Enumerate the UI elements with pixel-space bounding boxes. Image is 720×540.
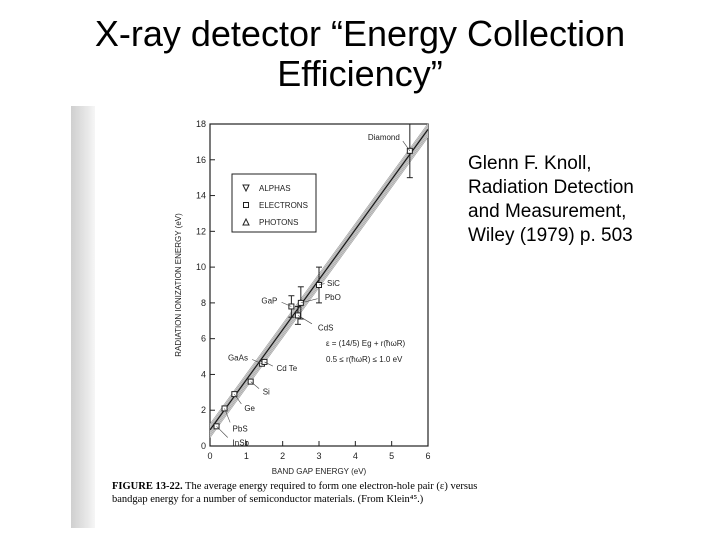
citation-line-1: Glenn F. Knoll, [468, 153, 592, 174]
citation: Glenn F. Knoll, Radiation Detection and … [468, 152, 708, 248]
point-label: Ge [244, 404, 255, 413]
figure-caption: FIGURE 13-22. The average energy require… [112, 480, 507, 506]
legend-marker-triangle-down [242, 184, 250, 193]
point-leader [281, 301, 292, 307]
citation-line-2: Radiation Detection [468, 177, 634, 198]
point-label: InSb [233, 438, 250, 447]
legend-marker-square [243, 202, 249, 208]
equation-line-2: 0.5 ≤ r(ħωR) ≤ 1.0 eV [326, 355, 403, 364]
point-label: Cd Te [277, 364, 298, 373]
y-axis-label: RADIATION IONIZATION ENERGY (eV) [174, 213, 183, 357]
point-label: Diamond [368, 133, 400, 142]
scan-shadow-edge [71, 106, 95, 528]
point-label: PbS [233, 424, 248, 433]
legend-label: ELECTRONS [259, 201, 308, 210]
y-tick-label: 18 [196, 119, 206, 129]
point-label: SiC [327, 279, 340, 288]
point-label: GaP [261, 296, 277, 305]
y-tick-label: 12 [196, 226, 206, 236]
x-tick-label: 4 [353, 451, 358, 461]
slide-title: X-ray detector “Energy Collection Effici… [0, 14, 720, 94]
figure-caption-text: The average energy required to form one … [112, 481, 478, 505]
point-leader [234, 393, 242, 405]
x-tick-label: 5 [389, 451, 394, 461]
y-tick-label: 4 [201, 369, 206, 379]
point-leader [402, 140, 411, 152]
legend-marker-triangle-up [242, 217, 250, 226]
x-tick-label: 3 [316, 451, 321, 461]
point-leader [216, 426, 228, 438]
y-tick-label: 2 [201, 405, 206, 415]
y-tick-label: 0 [201, 441, 206, 451]
y-tick-label: 14 [196, 191, 206, 201]
x-tick-label: 0 [207, 451, 212, 461]
point-leader [318, 283, 325, 286]
x-tick-label: 1 [244, 451, 249, 461]
slide-title-line-2: Efficiency” [277, 53, 443, 94]
point-leader [250, 381, 260, 389]
point-leader [224, 408, 231, 423]
figure-label: FIGURE 13-22. [112, 481, 183, 492]
y-tick-label: 10 [196, 262, 206, 272]
x-tick-label: 6 [425, 451, 430, 461]
point-label: Si [263, 388, 270, 397]
citation-line-3: and Measurement, [468, 201, 627, 222]
point-leader [252, 359, 263, 364]
equation-line-1: ε = (14/5) Eg + r(ħωR) [326, 339, 406, 348]
citation-line-4: Wiley (1979) p. 503 [468, 225, 633, 246]
x-tick-label: 2 [280, 451, 285, 461]
legend-label: PHOTONS [259, 218, 298, 227]
point-label: CdS [318, 323, 334, 332]
y-tick-label: 16 [196, 155, 206, 165]
y-tick-label: 6 [201, 334, 206, 344]
point-label: GaAs [228, 354, 248, 363]
slide-title-line-1: X-ray detector “Energy Collection [94, 13, 626, 54]
y-tick-label: 8 [201, 298, 206, 308]
x-axis-label: BAND GAP ENERGY (eV) [272, 467, 367, 476]
point-leader [297, 315, 313, 325]
point-leader [264, 361, 274, 367]
legend-label: ALPHAS [259, 184, 291, 193]
point-leader [300, 298, 318, 304]
point-label: PbO [325, 293, 341, 302]
